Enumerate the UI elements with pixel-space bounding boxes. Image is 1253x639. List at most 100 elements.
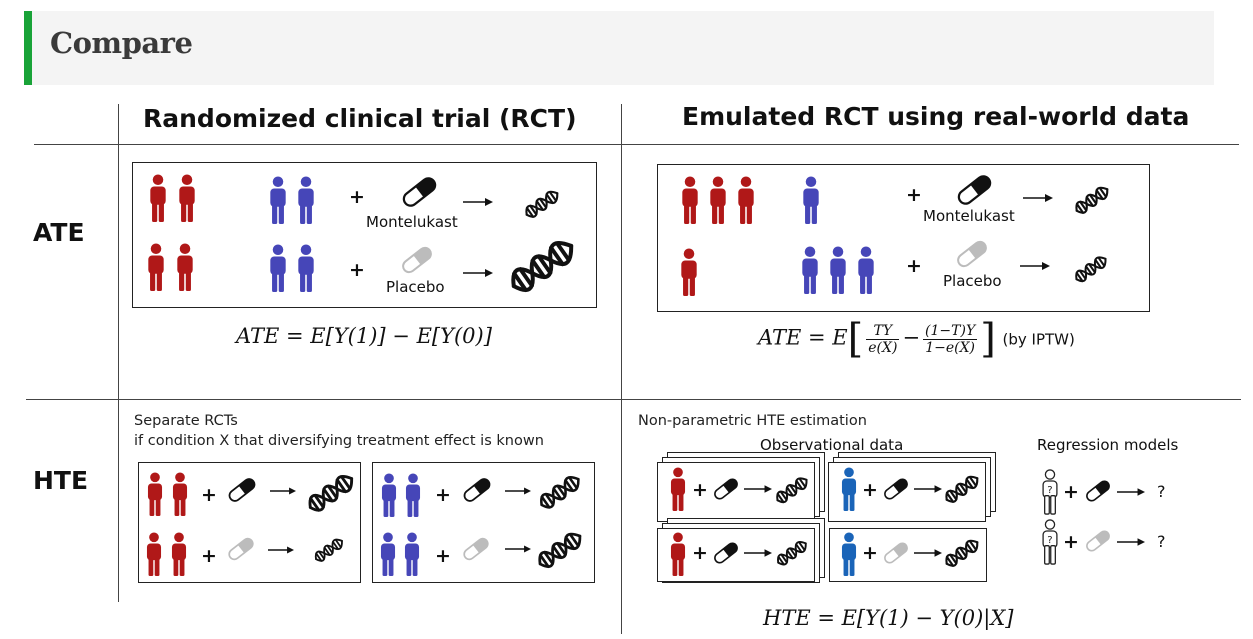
plus-sign: + (862, 479, 878, 501)
arrow-icon (505, 486, 531, 496)
table-divider-left (118, 104, 119, 602)
dna-icon (942, 472, 982, 506)
arrow-icon (1020, 261, 1050, 271)
ate-rct-formula: ATE = E[Y(1)] − E[Y(0)] (236, 324, 492, 348)
formula-fraction: (1−T)Y 1−e(X) (923, 322, 978, 356)
person-icon (268, 244, 288, 292)
plus-sign: + (1063, 481, 1079, 503)
plus-sign: + (349, 186, 365, 208)
fraction-numerator: (1−T)Y (923, 322, 978, 340)
arrow-icon (914, 484, 942, 494)
pill-icon (397, 244, 437, 276)
dna-icon (304, 470, 358, 516)
person-icon (379, 532, 397, 576)
hte-rct-caption: Separate RCTs (134, 413, 238, 429)
person-icon (380, 473, 398, 517)
person-icon (170, 532, 188, 576)
pill-icon (710, 476, 742, 502)
person-icon (736, 176, 756, 224)
plus-sign: + (435, 545, 451, 567)
unknown-outcome: ? (1157, 532, 1166, 551)
arrow-icon (463, 268, 493, 278)
pill-icon (459, 476, 495, 504)
dna-icon (1072, 254, 1110, 284)
person-icon (171, 472, 189, 516)
outline-person-icon (1040, 469, 1060, 515)
treatment-label: Montelukast (366, 213, 458, 231)
arrow-icon (744, 484, 772, 494)
dna-icon (942, 536, 982, 570)
arrow-icon (1117, 487, 1145, 497)
pill-icon (224, 536, 258, 562)
formula-bracket: ] (980, 316, 996, 362)
person-icon (177, 174, 197, 222)
outline-person-icon (1040, 519, 1060, 565)
regression-models-label: Regression models (1037, 436, 1179, 454)
formula-note: (by IPTW) (1002, 330, 1075, 349)
formula-bracket: [ (847, 316, 864, 362)
person-icon (296, 244, 316, 292)
row-label-hte: HTE (33, 466, 89, 495)
plus-sign: + (692, 479, 708, 501)
arrow-icon (505, 544, 531, 554)
arrow-icon (914, 548, 942, 558)
fraction-denominator: 1−e(X) (925, 339, 976, 356)
dna-icon (312, 536, 346, 564)
control-label: Placebo (943, 272, 1002, 290)
dna-icon (536, 472, 584, 512)
person-icon (403, 532, 421, 576)
plus-sign: + (349, 259, 365, 281)
person-icon (840, 532, 858, 576)
column-title-emulated: Emulated RCT using real-world data (682, 102, 1190, 131)
pill-icon (952, 238, 992, 270)
plus-sign: + (906, 184, 922, 206)
unknown-outcome: ? (1157, 482, 1166, 501)
observational-data-label: Observational data (760, 436, 904, 454)
table-divider-row (26, 399, 1241, 400)
header-accent (24, 11, 32, 85)
ate-emulated-formula: ATE = E[TY e(X) − (1−T)Y 1−e(X)] (by IPTW) (758, 316, 1075, 362)
dna-icon (522, 188, 562, 220)
person-icon (175, 243, 195, 291)
pill-icon (397, 174, 442, 210)
formula-fraction: TY e(X) (866, 323, 900, 356)
formula-minus: − (902, 325, 921, 350)
ate-emulated-box (657, 164, 1150, 312)
arrow-icon (744, 548, 772, 558)
plus-sign: + (435, 484, 451, 506)
arrow-icon (1023, 193, 1053, 203)
pill-icon (880, 540, 912, 566)
person-icon (669, 532, 687, 576)
person-icon (679, 248, 699, 296)
arrow-icon (463, 197, 493, 207)
pill-icon (224, 476, 260, 504)
pill-icon (1082, 528, 1114, 554)
plus-sign: + (906, 255, 922, 277)
pill-icon (952, 172, 997, 208)
dna-icon (534, 528, 586, 572)
pill-icon (710, 540, 742, 566)
arrow-icon (270, 486, 296, 496)
plus-sign: + (692, 542, 708, 564)
dna-icon (1072, 184, 1112, 216)
column-title-rct: Randomized clinical trial (RCT) (143, 104, 577, 133)
person-icon (680, 176, 700, 224)
person-icon (840, 467, 858, 511)
pill-icon (880, 476, 912, 502)
person-icon (148, 174, 168, 222)
person-icon (856, 246, 876, 294)
person-icon (800, 246, 820, 294)
person-icon (669, 467, 687, 511)
person-icon (828, 246, 848, 294)
control-label: Placebo (386, 278, 445, 296)
fraction-numerator: TY (866, 323, 900, 340)
hte-emulated-caption: Non-parametric HTE estimation (638, 413, 867, 429)
table-divider-header (34, 144, 1239, 145)
header-bar (24, 11, 1214, 85)
person-icon (146, 243, 166, 291)
plus-sign: + (201, 484, 217, 506)
pill-icon (459, 536, 493, 562)
dna-icon (505, 236, 580, 296)
dna-icon (773, 474, 811, 506)
person-icon (146, 472, 164, 516)
